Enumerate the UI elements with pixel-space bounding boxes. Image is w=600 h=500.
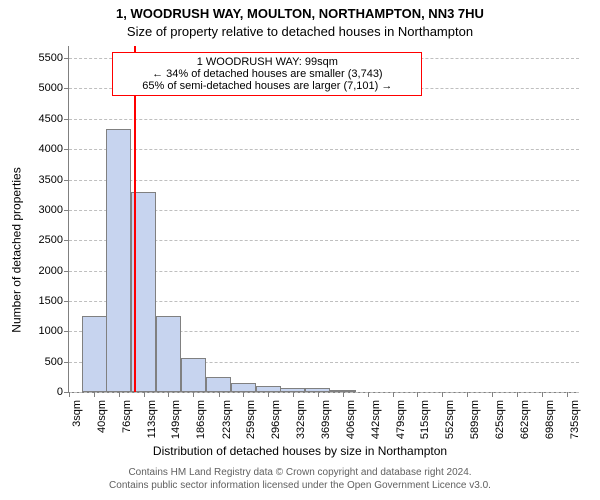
x-tick-mark [293, 392, 294, 397]
x-tick-mark [193, 392, 194, 397]
x-tick-label: 698sqm [544, 400, 556, 439]
x-tick-label: 662sqm [519, 400, 531, 439]
y-tick-label: 4500 [39, 113, 69, 125]
x-tick-mark [343, 392, 344, 397]
x-tick-label: 735sqm [569, 400, 581, 439]
x-tick-label: 186sqm [195, 400, 207, 439]
x-tick-mark [168, 392, 169, 397]
x-tick-label: 625sqm [494, 400, 506, 439]
x-tick-label: 442sqm [370, 400, 382, 439]
x-tick-mark [268, 392, 269, 397]
x-tick-mark [219, 392, 220, 397]
y-tick-label: 2000 [39, 265, 69, 277]
property-marker-line [134, 46, 136, 392]
x-tick-label: 479sqm [395, 400, 407, 439]
x-tick-label: 369sqm [320, 400, 332, 439]
x-tick-label: 515sqm [419, 400, 431, 439]
annotation-box: 1 WOODRUSH WAY: 99sqm← 34% of detached h… [112, 52, 422, 96]
histogram-bar [82, 316, 107, 392]
x-tick-mark [368, 392, 369, 397]
x-tick-label: 149sqm [170, 400, 182, 439]
x-tick-mark [442, 392, 443, 397]
y-tick-label: 1000 [39, 325, 69, 337]
x-tick-label: 76sqm [121, 400, 133, 433]
y-tick-label: 4000 [39, 143, 69, 155]
x-tick-mark [94, 392, 95, 397]
y-tick-label: 1500 [39, 295, 69, 307]
x-tick-mark [417, 392, 418, 397]
x-tick-mark [69, 392, 70, 397]
y-tick-label: 3500 [39, 174, 69, 186]
histogram-bar [106, 129, 131, 392]
y-tick-label: 5500 [39, 52, 69, 64]
y-tick-label: 500 [45, 356, 69, 368]
histogram-bar [231, 383, 256, 392]
histogram-bar [156, 316, 181, 392]
grid-line [69, 180, 579, 181]
chart-title-main: 1, WOODRUSH WAY, MOULTON, NORTHAMPTON, N… [0, 6, 600, 21]
x-tick-mark [567, 392, 568, 397]
x-tick-label: 589sqm [469, 400, 481, 439]
x-tick-mark [467, 392, 468, 397]
histogram-bar [181, 358, 206, 392]
y-tick-label: 0 [57, 386, 69, 398]
x-tick-label: 552sqm [444, 400, 456, 439]
plot-area: 0500100015002000250030003500400045005000… [68, 46, 579, 393]
chart-container: { "title_main": "1, WOODRUSH WAY, MOULTO… [0, 0, 600, 500]
x-tick-label: 406sqm [345, 400, 357, 439]
x-axis-label: Distribution of detached houses by size … [0, 444, 600, 458]
chart-footer: Contains HM Land Registry data © Crown c… [0, 466, 600, 492]
grid-line [69, 149, 579, 150]
footer-line: Contains HM Land Registry data © Crown c… [0, 466, 600, 479]
x-tick-mark [542, 392, 543, 397]
y-axis-label: Number of detached properties [8, 0, 26, 500]
x-tick-label: 223sqm [221, 400, 233, 439]
y-axis-label-text: Number of detached properties [10, 167, 24, 332]
grid-line [69, 392, 579, 393]
x-tick-label: 3sqm [71, 400, 83, 427]
footer-line: Contains public sector information licen… [0, 479, 600, 492]
x-tick-mark [318, 392, 319, 397]
x-tick-label: 259sqm [245, 400, 257, 439]
grid-line [69, 119, 579, 120]
annotation-line: 1 WOODRUSH WAY: 99sqm [119, 56, 415, 68]
x-tick-mark [517, 392, 518, 397]
x-tick-mark [243, 392, 244, 397]
x-tick-label: 40sqm [96, 400, 108, 433]
x-tick-label: 296sqm [270, 400, 282, 439]
x-tick-mark [393, 392, 394, 397]
annotation-line: ← 34% of detached houses are smaller (3,… [119, 68, 415, 80]
annotation-line: 65% of semi-detached houses are larger (… [119, 80, 415, 92]
histogram-bar [206, 377, 231, 392]
y-tick-label: 2500 [39, 234, 69, 246]
x-tick-mark [144, 392, 145, 397]
x-tick-mark [492, 392, 493, 397]
chart-title-sub: Size of property relative to detached ho… [0, 24, 600, 39]
x-tick-label: 332sqm [295, 400, 307, 439]
x-tick-mark [119, 392, 120, 397]
y-tick-label: 5000 [39, 82, 69, 94]
y-tick-label: 3000 [39, 204, 69, 216]
x-tick-label: 113sqm [146, 400, 158, 438]
